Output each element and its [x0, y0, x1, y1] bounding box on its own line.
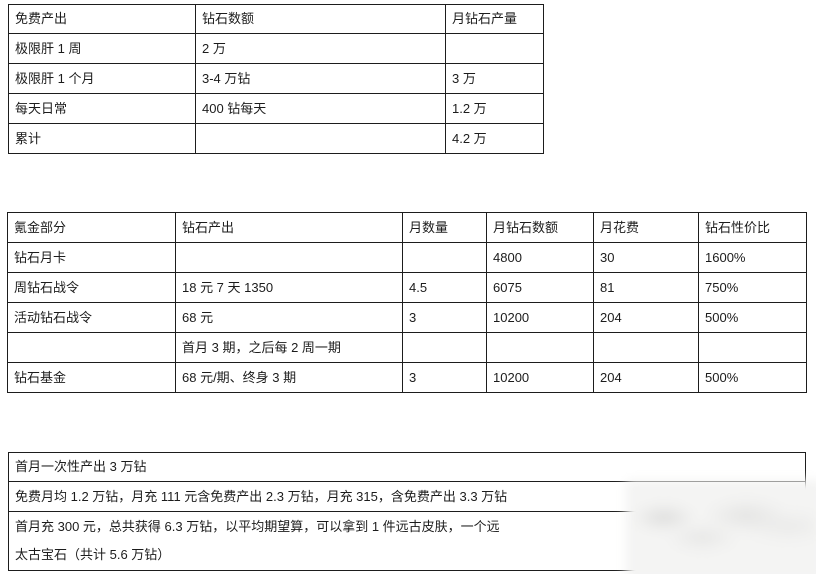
table-cell [175, 242, 403, 273]
table-cell: 4800 [486, 242, 594, 273]
table-cell: 钻石月卡 [7, 242, 176, 273]
table-row: 周钻石战令 18 元 7 天 1350 4.5 6075 81 750% [7, 272, 807, 303]
table-cell: 750% [698, 272, 807, 303]
table-cell: 500% [698, 302, 807, 333]
table-cell: 400 钻每天 [195, 93, 446, 124]
table-cell [593, 332, 699, 363]
free-production-table: 免费产出 钻石数额 月钻石产量 极限肝 1 周 2 万 极限肝 1 个月 3-4… [8, 4, 544, 154]
table-row: 极限肝 1 周 2 万 [8, 33, 544, 64]
header-cell: 月数量 [402, 212, 487, 243]
table-cell: 3 [402, 302, 487, 333]
header-cell: 免费产出 [8, 4, 196, 34]
header-cell: 钻石产出 [175, 212, 403, 243]
watermark-smudges [633, 487, 816, 574]
table-cell: 4.2 万 [445, 123, 544, 154]
table-row: 钻石基金 68 元/期、终身 3 期 3 10200 204 500% [7, 362, 807, 393]
table-cell: 10200 [486, 362, 594, 393]
table-row: 每天日常 400 钻每天 1.2 万 [8, 93, 544, 124]
table-cell: 极限肝 1 周 [8, 33, 196, 64]
table-cell: 3-4 万钻 [195, 63, 446, 94]
summary-line-2: 太古宝石（共计 5.6 万钻） [15, 547, 171, 562]
table-row: 累计 4.2 万 [8, 123, 544, 154]
table-cell: 1.2 万 [445, 93, 544, 124]
header-cell: 月钻石数额 [486, 212, 594, 243]
header-cell: 钻石性价比 [698, 212, 807, 243]
summary-line-1: 首月充 300 元，总共获得 6.3 万钻，以平均期望算，可以拿到 1 件远古皮… [15, 519, 500, 534]
table-row: 免费产出 钻石数额 月钻石产量 [8, 4, 544, 34]
table-cell: 累计 [8, 123, 196, 154]
table-cell: 30 [593, 242, 699, 273]
table-cell: 每天日常 [8, 93, 196, 124]
paid-production-table: 氪金部分 钻石产出 月数量 月钻石数额 月花费 钻石性价比 钻石月卡 4800 … [7, 212, 807, 393]
table-cell [7, 332, 176, 363]
table-cell: 活动钻石战令 [7, 302, 176, 333]
table-cell: 3 [402, 362, 487, 393]
table-cell: 首月 3 期，之后每 2 周一期 [175, 332, 403, 363]
header-cell: 钻石数额 [195, 4, 446, 34]
table-cell: 6075 [486, 272, 594, 303]
table-cell [402, 332, 487, 363]
table-cell: 204 [593, 362, 699, 393]
header-cell: 月钻石产量 [445, 4, 544, 34]
table-cell: 204 [593, 302, 699, 333]
table-row: 活动钻石战令 68 元 3 10200 204 500% [7, 302, 807, 333]
table-cell: 周钻石战令 [7, 272, 176, 303]
table-row: 首月 3 期，之后每 2 周一期 [7, 332, 807, 363]
table-cell [402, 242, 487, 273]
table-row: 首月一次性产出 3 万钻 [8, 452, 806, 482]
table-cell: 68 元 [175, 302, 403, 333]
table-cell [698, 332, 807, 363]
table-cell: 68 元/期、终身 3 期 [175, 362, 403, 393]
table-row: 氪金部分 钻石产出 月数量 月钻石数额 月花费 钻石性价比 [7, 212, 807, 243]
table-cell [195, 123, 446, 154]
table-cell: 81 [593, 272, 699, 303]
table-cell: 3 万 [445, 63, 544, 94]
header-cell: 月花费 [593, 212, 699, 243]
table-cell: 首月一次性产出 3 万钻 [8, 452, 806, 482]
table-row: 钻石月卡 4800 30 1600% [7, 242, 807, 273]
table-cell: 极限肝 1 个月 [8, 63, 196, 94]
table-cell: 500% [698, 362, 807, 393]
table-cell [486, 332, 594, 363]
table-row: 极限肝 1 个月 3-4 万钻 3 万 [8, 63, 544, 94]
table-cell [445, 33, 544, 64]
table-cell: 4.5 [402, 272, 487, 303]
table-cell: 钻石基金 [7, 362, 176, 393]
table-cell: 1600% [698, 242, 807, 273]
header-cell: 氪金部分 [7, 212, 176, 243]
table-cell: 18 元 7 天 1350 [175, 272, 403, 303]
blur-watermark [633, 487, 816, 574]
table-cell: 2 万 [195, 33, 446, 64]
table-cell: 10200 [486, 302, 594, 333]
